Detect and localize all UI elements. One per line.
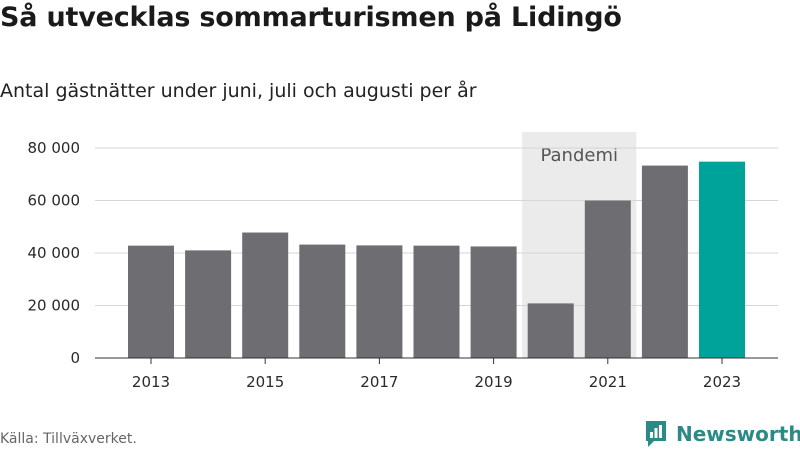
- brand-name: Newsworthy: [676, 422, 800, 446]
- bar-2019: [470, 246, 517, 358]
- bar-2014: [185, 250, 232, 358]
- bar-2016: [299, 244, 346, 358]
- bar-2018: [413, 245, 460, 358]
- bar-2015: [242, 232, 289, 358]
- y-tick-label: 0: [70, 349, 80, 367]
- chart-title: Så utvecklas sommarturismen på Lidingö: [0, 2, 622, 33]
- y-tick-label: 20 000: [28, 297, 81, 315]
- x-tick-label: 2019: [475, 373, 513, 391]
- x-tick-label: 2015: [246, 373, 284, 391]
- bar-2020: [527, 303, 574, 358]
- y-tick-label: 40 000: [28, 244, 81, 262]
- bar-2023: [699, 161, 745, 358]
- bar-2022: [641, 165, 688, 358]
- x-tick-label: 2021: [589, 373, 627, 391]
- x-tick-label: 2023: [703, 373, 741, 391]
- axes: 2013 2015 2017 2019 2021 2023: [95, 357, 778, 391]
- y-tick-label: 80 000: [28, 139, 81, 157]
- source-note: Källa: Tillväxverket.: [0, 431, 137, 447]
- x-tick-label: 2017: [360, 373, 398, 391]
- y-tick-label: 60 000: [28, 192, 81, 210]
- chart-subtitle: Antal gästnätter under juni, juli och au…: [0, 80, 477, 102]
- bar-2021: [584, 200, 631, 358]
- bar-2013: [128, 245, 174, 358]
- newsworthy-logo-icon: [646, 421, 666, 447]
- bar-2017: [356, 245, 403, 358]
- x-tick-label: 2013: [132, 373, 170, 391]
- brand-logo: Newsworthy: [644, 420, 800, 448]
- pandemic-label: Pandemi: [540, 145, 618, 166]
- bars: [128, 161, 745, 358]
